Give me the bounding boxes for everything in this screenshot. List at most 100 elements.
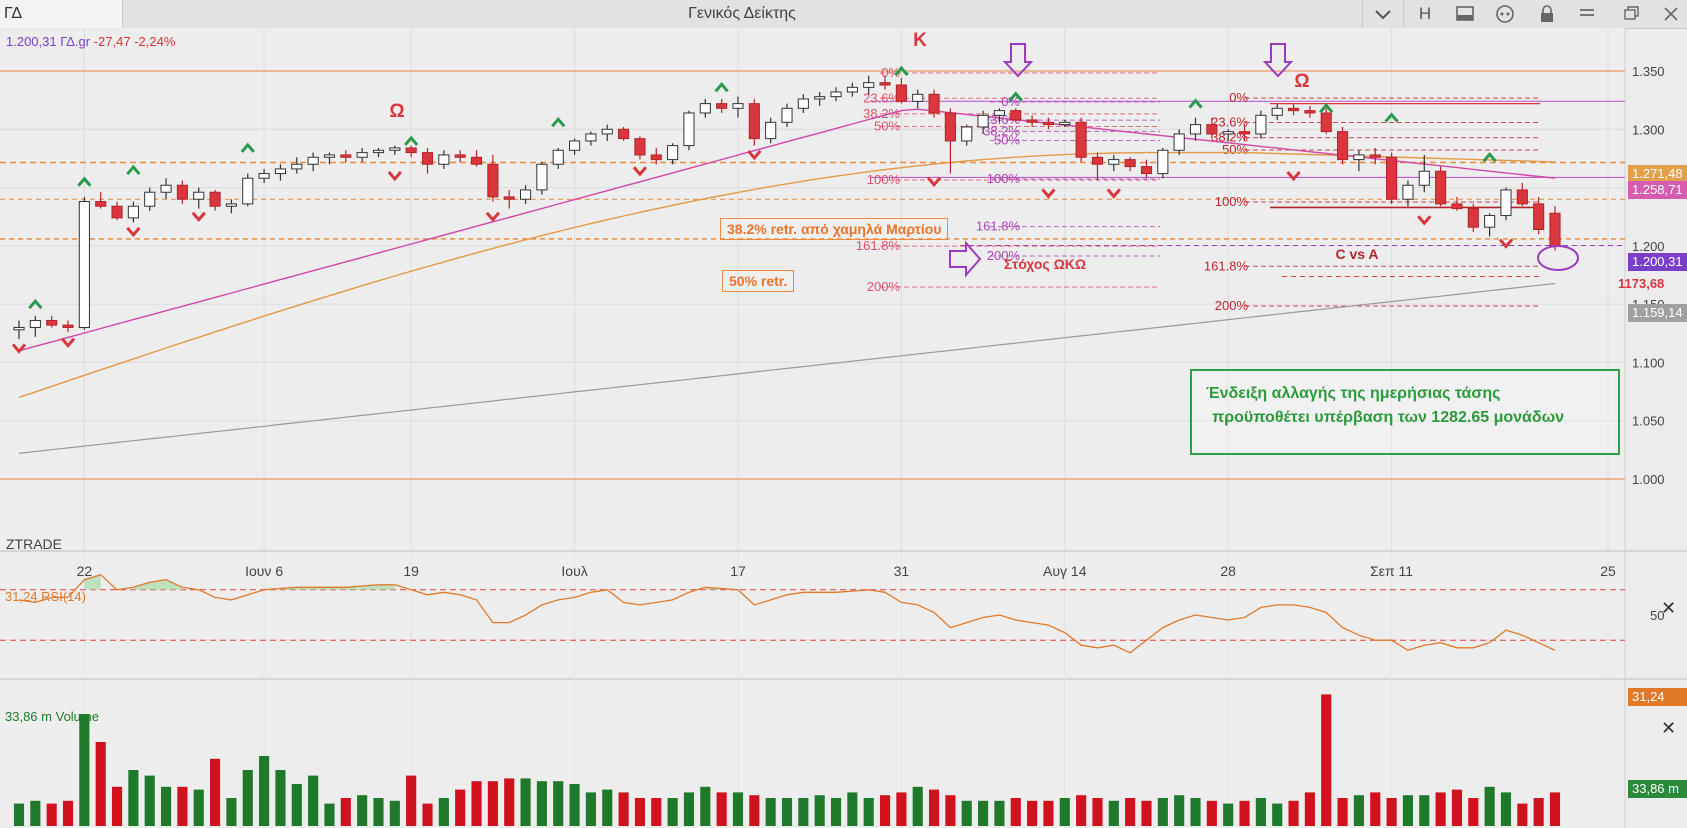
- fractal-down-marker: [485, 211, 501, 223]
- fib1-label: 38.2%: [863, 106, 900, 121]
- note-line-1: Ένδειξη αλλαγής της ημερήσιας τάσης: [1206, 385, 1501, 402]
- candle-body: [1533, 203, 1545, 231]
- x-tick-label: 17: [730, 563, 746, 579]
- y-tick-label: 1.050: [1632, 414, 1665, 429]
- fractal-up-marker: [126, 164, 141, 176]
- candle-body: [1337, 131, 1349, 161]
- candle-body: [569, 140, 581, 151]
- target-price-tag: 1173,68: [1618, 276, 1665, 291]
- volume-bar: [569, 784, 580, 826]
- close-rsi-pane-icon[interactable]: ✕: [1661, 598, 1677, 618]
- volume-bar: [1549, 792, 1561, 826]
- c-vs-a-label: C vs A: [1335, 246, 1378, 262]
- candle-body: [748, 103, 760, 140]
- fib1-label: 100%: [867, 172, 901, 187]
- volume-bar: [978, 800, 989, 826]
- x-tick-label: 22: [77, 563, 93, 579]
- candle-body: [340, 154, 352, 158]
- candle-body: [1484, 215, 1496, 228]
- volume-bar: [275, 770, 286, 826]
- candle-body: [1042, 121, 1055, 126]
- retracement-382-box: 38.2% retr. από χαμηλά Μαρτίου: [720, 218, 949, 240]
- interval-button[interactable]: H: [1418, 4, 1432, 23]
- candle-body: [895, 84, 907, 102]
- lock-icon[interactable]: [1532, 2, 1562, 26]
- rsi-pane-bg: [0, 552, 1625, 678]
- volume-bar: [128, 770, 139, 826]
- candle-body: [667, 145, 679, 161]
- volume-bar: [1174, 795, 1185, 826]
- fib2-label: 38.2%: [983, 123, 1020, 138]
- candle-body: [732, 103, 744, 109]
- symbol-box[interactable]: [0, 0, 123, 28]
- fib2-label: 200%: [987, 248, 1021, 263]
- restore-window-icon[interactable]: [1616, 2, 1646, 26]
- volume-bar: [536, 781, 547, 826]
- candle-body: [814, 96, 826, 100]
- volume-bar: [1500, 792, 1512, 826]
- legend-rsi-value: 31,24: [5, 589, 38, 604]
- volume-bar: [95, 742, 106, 826]
- chart-title: Γενικός Δείκτης: [688, 5, 796, 22]
- fib3-label: 161.8%: [1204, 258, 1249, 273]
- candle-body: [372, 149, 385, 154]
- candle-body: [1140, 166, 1153, 175]
- rsi-overbought-fill: [84, 574, 101, 590]
- menu-icon[interactable]: [1572, 2, 1602, 26]
- volume-bar: [1043, 800, 1054, 826]
- candle-body: [699, 103, 711, 114]
- symbol-input[interactable]: [4, 4, 114, 24]
- fractal-down-marker: [1417, 215, 1432, 226]
- volume-bar: [438, 798, 449, 826]
- fib2-label: 100%: [987, 171, 1021, 186]
- fractal-down-marker: [747, 149, 762, 161]
- candle-body: [421, 152, 434, 165]
- candle-body: [797, 98, 809, 109]
- volume-bar: [863, 798, 874, 826]
- volume-bar: [308, 775, 319, 826]
- volume-bar: [683, 792, 695, 826]
- volume-bar: [1386, 798, 1397, 826]
- chart-selector-dropdown[interactable]: [1362, 0, 1404, 28]
- bar-chart-icon[interactable]: [1450, 2, 1480, 26]
- volume-bar: [79, 714, 90, 826]
- x-tick-label: Σεπ 11: [1370, 563, 1413, 579]
- volume-bar: [716, 792, 727, 826]
- x-tick-label: 31: [894, 563, 910, 579]
- fractal-up-marker: [1482, 151, 1497, 163]
- legend-volume-name: Volume: [55, 709, 99, 724]
- volume-bar: [46, 803, 57, 826]
- candle-body: [519, 189, 532, 200]
- purple-down-arrow: [1002, 43, 1034, 78]
- candle-body: [1124, 159, 1136, 168]
- close-icon[interactable]: [1656, 2, 1686, 26]
- fib3-label: 0%: [1229, 90, 1248, 105]
- candle-body: [62, 324, 74, 328]
- volume-bar: [945, 795, 956, 826]
- candle-body: [928, 93, 940, 114]
- ma-orange-price-tag: 1.271,48: [1628, 165, 1687, 183]
- chat-icon[interactable]: [1490, 2, 1520, 26]
- chart-area[interactable]: 1.3501.3001.2501.2001.1501.1001.0501.000…: [0, 28, 1687, 828]
- candle-body: [193, 191, 205, 200]
- candle-body: [618, 128, 630, 140]
- candle-body: [470, 156, 483, 165]
- candle-body: [307, 156, 319, 165]
- candle-body: [176, 184, 188, 200]
- candle-body: [503, 196, 515, 200]
- target-annotation: Στόχος ΩΚΩ: [1004, 256, 1086, 272]
- volume-bar: [291, 784, 302, 826]
- volume-bar: [700, 786, 711, 826]
- volume-bar: [1125, 798, 1136, 826]
- candle-body: [912, 93, 924, 102]
- toolbar: Γενικός Δείκτης H: [0, 0, 1687, 29]
- volume-bar: [324, 803, 335, 826]
- volume-bar: [144, 775, 155, 826]
- fractal-down-marker: [1498, 238, 1514, 249]
- wave-omega-2-label: Ω: [1294, 71, 1309, 92]
- volume-bar: [994, 800, 1005, 826]
- volume-bar: [667, 798, 678, 826]
- close-volume-pane-icon[interactable]: ✕: [1661, 718, 1677, 738]
- last-price-tag: 1.200,31: [1628, 253, 1687, 271]
- wave-omega-1-label: Ω: [389, 101, 404, 122]
